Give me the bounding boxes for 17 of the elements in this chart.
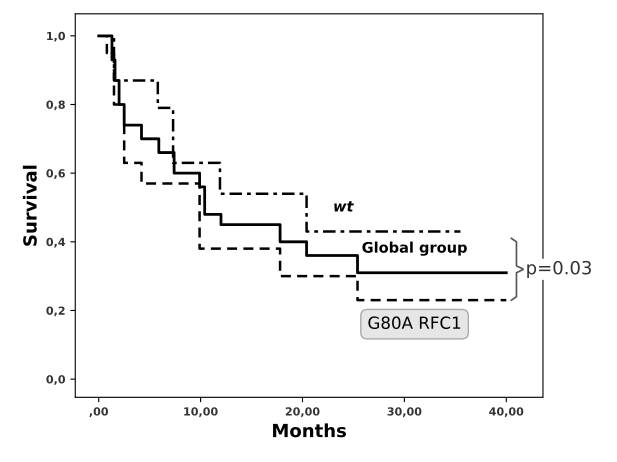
y-tick-label: 0,0 xyxy=(46,375,66,385)
x-tick-label: ,00 xyxy=(89,407,108,418)
y-tick-label: 0,4 xyxy=(46,238,66,248)
x-tick-label: 40,00 xyxy=(489,407,524,418)
x-tick-label: 10,00 xyxy=(184,407,218,418)
x-tick-label: 20,00 xyxy=(286,407,320,418)
series-label: Global group xyxy=(362,242,467,256)
annotation: p=0.03 xyxy=(527,260,591,278)
series-label: G80A RFC1 xyxy=(368,316,460,330)
y-tick-label: 0,6 xyxy=(46,169,65,179)
y-tick-label: 0,8 xyxy=(46,100,65,110)
series-label: wt xyxy=(334,201,354,212)
y-tick-label: 1,0 xyxy=(47,32,66,42)
y-axis-title: Survival xyxy=(22,166,37,246)
x-axis-title: Months xyxy=(273,423,346,438)
y-tick-label: 0,2 xyxy=(46,306,65,316)
x-tick-label: 30,00 xyxy=(388,407,422,418)
